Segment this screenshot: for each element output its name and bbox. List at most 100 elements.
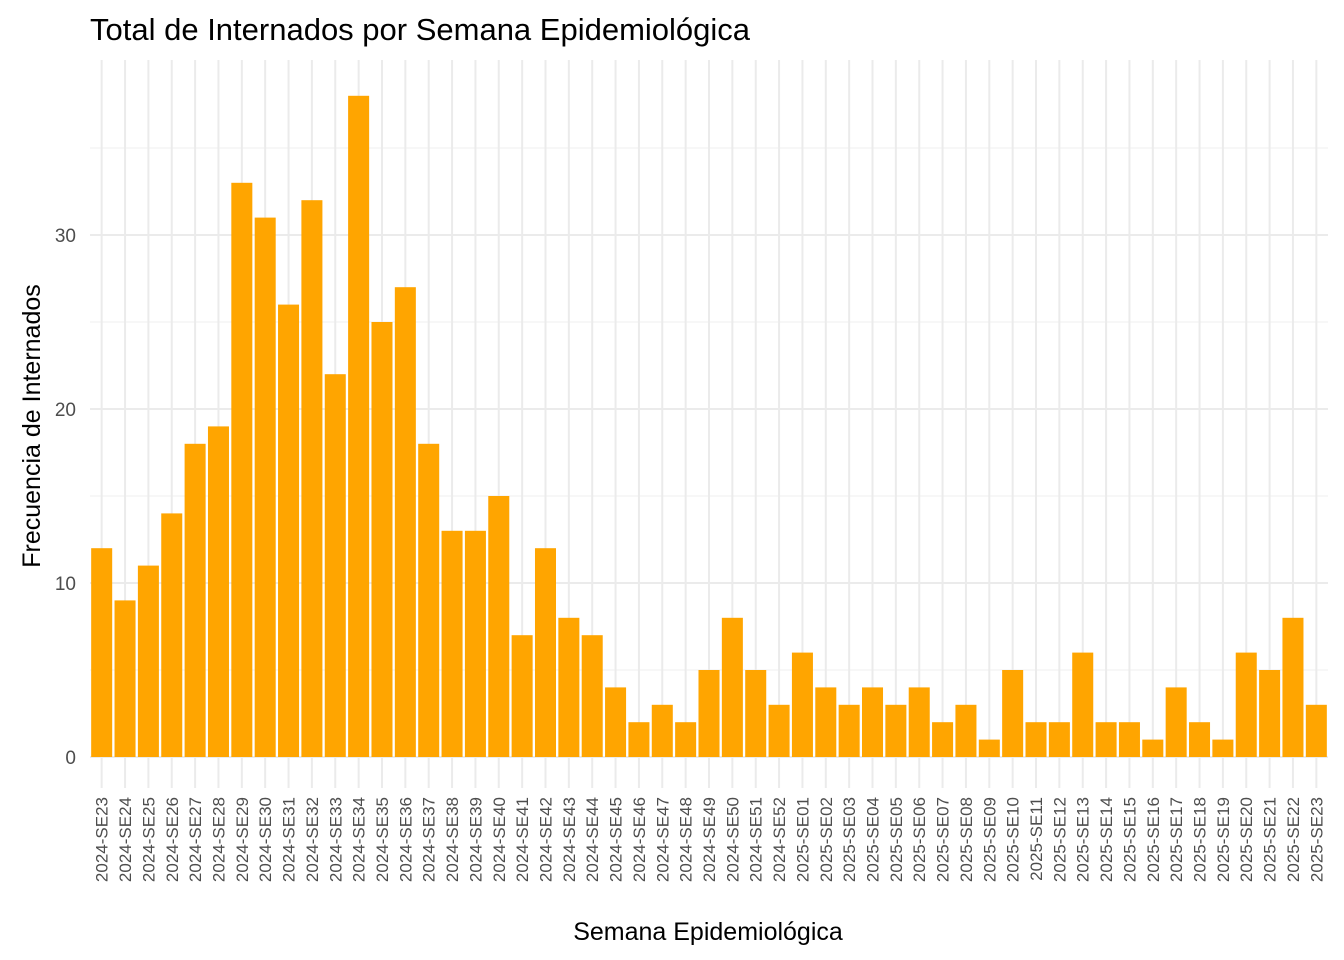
- x-tick-label: 2025-SE10: [1004, 797, 1023, 882]
- y-tick-label: 30: [55, 226, 76, 247]
- y-tick-label: 10: [55, 574, 76, 595]
- bar-2025-SE16: [1142, 739, 1164, 757]
- x-tick-label: 2024-SE30: [256, 797, 275, 882]
- chart-title: Total de Internados por Semana Epidemiol…: [90, 12, 751, 47]
- bar-2024-SE40: [488, 496, 510, 757]
- x-tick-label: 2025-SE17: [1167, 797, 1186, 882]
- x-axis-title: Semana Epidemiológica: [573, 918, 843, 946]
- tick-layer: 0 10 20 30 2024-SE23 2024-SE24 2024-SE25 2024-S…: [55, 226, 1326, 882]
- bar-2024-SE51: [745, 670, 767, 757]
- bar-2024-SE28: [207, 426, 229, 757]
- bar-2024-SE31: [278, 304, 300, 757]
- bar-2025-SE20: [1235, 652, 1257, 757]
- bar-2024-SE46: [628, 722, 650, 757]
- bar-2025-SE10: [1002, 670, 1024, 757]
- x-tick-label: 2024-SE24: [116, 797, 135, 882]
- bar-2025-SE03: [838, 704, 860, 757]
- bar-2024-SE23: [91, 548, 113, 757]
- x-tick-label: 2025-SE07: [934, 797, 953, 882]
- x-tick-label: 2025-SE03: [840, 797, 859, 882]
- x-tick-label: 2025-SE21: [1261, 797, 1280, 882]
- x-tick-label: 2025-SE23: [1307, 797, 1326, 882]
- bar-2024-SE24: [114, 600, 136, 757]
- x-tick-label: 2024-SE36: [396, 797, 415, 882]
- bar-2025-SE22: [1282, 617, 1304, 757]
- x-tick-label: 2025-SE08: [957, 797, 976, 882]
- bar-2025-SE14: [1095, 722, 1117, 757]
- y-axis-title: Frecuencia de Internados: [18, 284, 46, 568]
- bar-2025-SE01: [791, 652, 813, 757]
- x-tick-label: 2024-SE34: [350, 797, 369, 882]
- x-tick-label: 2024-SE31: [280, 797, 299, 882]
- bar-2024-SE52: [768, 704, 790, 757]
- x-tick-label: 2025-SE04: [864, 797, 883, 882]
- bar-2024-SE47: [651, 704, 673, 757]
- x-tick-label: 2024-SE26: [163, 797, 182, 882]
- x-tick-label: 2025-SE20: [1237, 797, 1256, 882]
- x-tick-label: 2024-SE25: [139, 797, 158, 882]
- bar-2024-SE50: [721, 617, 743, 757]
- bar-2024-SE27: [184, 443, 206, 757]
- bar-2025-SE08: [955, 704, 977, 757]
- x-tick-label: 2025-SE01: [793, 797, 812, 882]
- bar-2024-SE48: [675, 722, 697, 757]
- bar-2025-SE05: [885, 704, 907, 757]
- bar-2025-SE06: [908, 687, 930, 757]
- x-tick-label: 2025-SE09: [980, 797, 999, 882]
- x-tick-label: 2025-SE22: [1284, 797, 1303, 882]
- bar-2025-SE12: [1048, 722, 1070, 757]
- bar-2024-SE37: [418, 443, 440, 757]
- x-tick-label: 2024-SE52: [770, 797, 789, 882]
- x-tick-label: 2025-SE19: [1214, 797, 1233, 882]
- x-tick-label: 2024-SE23: [93, 797, 112, 882]
- x-tick-label: 2025-SE05: [887, 797, 906, 882]
- x-tick-label: 2024-SE38: [443, 797, 462, 882]
- x-tick-label: 2024-SE35: [373, 797, 392, 882]
- bar-2024-SE39: [464, 530, 486, 757]
- x-tick-label: 2025-SE14: [1097, 797, 1116, 882]
- bar-2025-SE02: [815, 687, 837, 757]
- bar-2024-SE45: [605, 687, 627, 757]
- x-tick-label: 2024-SE44: [583, 797, 602, 882]
- bar-layer: [91, 95, 1327, 758]
- x-tick-label: 2024-SE45: [607, 797, 626, 882]
- x-tick-label: 2024-SE51: [747, 797, 766, 882]
- x-tick-label: 2024-SE46: [630, 797, 649, 882]
- bar-2024-SE35: [371, 322, 393, 757]
- x-tick-label: 2025-SE11: [1027, 797, 1046, 881]
- bar-2024-SE30: [254, 217, 276, 758]
- bar-2024-SE41: [511, 635, 533, 757]
- x-tick-label: 2024-SE41: [513, 797, 532, 882]
- x-tick-label: 2024-SE43: [560, 797, 579, 882]
- x-tick-label: 2024-SE40: [490, 797, 509, 882]
- bar-2024-SE43: [558, 617, 580, 757]
- bar-2024-SE38: [441, 530, 463, 757]
- x-tick-label: 2025-SE18: [1191, 797, 1210, 882]
- x-tick-label: 2024-SE29: [233, 797, 252, 882]
- bar-2024-SE25: [137, 565, 159, 757]
- bar-2025-SE19: [1212, 739, 1234, 757]
- x-tick-label: 2024-SE39: [466, 797, 485, 882]
- bar-2024-SE33: [324, 374, 346, 757]
- bar-2025-SE07: [932, 722, 954, 757]
- y-tick-label: 0: [65, 748, 76, 769]
- x-tick-label: 2024-SE32: [303, 797, 322, 882]
- bar-2025-SE21: [1259, 670, 1281, 757]
- bar-2025-SE23: [1305, 704, 1327, 757]
- x-tick-label: 2024-SE27: [186, 797, 205, 882]
- x-tick-label: 2024-SE37: [420, 797, 439, 882]
- y-tick-label: 20: [55, 400, 76, 421]
- x-tick-label: 2024-SE47: [653, 797, 672, 882]
- bar-2024-SE26: [161, 513, 183, 757]
- bar-2025-SE15: [1118, 722, 1140, 757]
- bar-2025-SE17: [1165, 687, 1187, 757]
- x-tick-label: 2025-SE15: [1120, 797, 1139, 882]
- bar-2025-SE11: [1025, 722, 1047, 757]
- bar-2024-SE34: [348, 95, 370, 758]
- x-tick-label: 2024-SE42: [536, 797, 555, 882]
- bar-2025-SE09: [978, 739, 1000, 757]
- bar-2025-SE04: [861, 687, 884, 757]
- x-tick-label: 2025-SE02: [817, 797, 836, 882]
